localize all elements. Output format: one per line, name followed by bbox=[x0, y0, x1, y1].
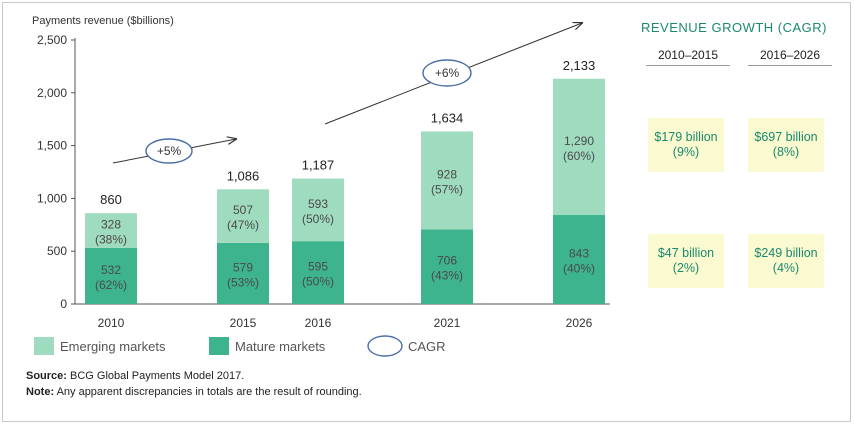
bar-emerging-2026 bbox=[553, 78, 605, 215]
legend-swatch-emerging bbox=[34, 337, 54, 355]
data-label-mature-share: (50%) bbox=[302, 275, 334, 289]
data-label-mature-share: (43%) bbox=[431, 269, 463, 283]
figure-frame bbox=[2, 2, 851, 422]
legend-swatch-mature bbox=[209, 337, 229, 355]
legend-swatch-cagr bbox=[367, 335, 403, 357]
data-label-mature-value: 595 bbox=[308, 260, 328, 274]
bar-total-label: 2,133 bbox=[563, 58, 596, 73]
bar-emerging-2016 bbox=[292, 178, 344, 242]
column-header-2016-2026: 2016–2026 bbox=[748, 48, 832, 66]
data-label-mature-value: 706 bbox=[437, 254, 457, 268]
y-axis-label: Payments revenue ($billions) bbox=[32, 15, 174, 27]
bar-total-label: 1,634 bbox=[431, 110, 464, 125]
growth-box-mature-2016-2026: $249 billion (4%) bbox=[748, 234, 824, 288]
data-label-emerging-value: 328 bbox=[101, 218, 121, 232]
data-label-emerging-value: 928 bbox=[437, 167, 457, 181]
source-line: Source: BCG Global Payments Model 2017. bbox=[26, 370, 245, 382]
y-tick-label: 1,000 bbox=[37, 191, 67, 205]
cagr-arrows: +5% +6% bbox=[112, 23, 582, 164]
x-tick-label: 2010 bbox=[98, 316, 125, 330]
growth-value: $179 billion bbox=[654, 130, 718, 144]
growth-box-emerging-2016-2026: $697 billion (8%) bbox=[748, 118, 824, 172]
data-label-mature-value: 579 bbox=[233, 260, 253, 274]
y-tick-label: 1,500 bbox=[37, 139, 67, 153]
growth-box-emerging-2010-2015: $179 billion (9%) bbox=[648, 118, 724, 172]
y-tick-label: 2,500 bbox=[37, 33, 67, 47]
legend-label-mature: Mature markets bbox=[235, 339, 326, 354]
bar-total-label: 860 bbox=[100, 192, 122, 207]
data-label-emerging-share: (60%) bbox=[563, 149, 595, 163]
legend-label-cagr: CAGR bbox=[408, 339, 446, 354]
growth-pct: (8%) bbox=[772, 145, 800, 159]
growth-box-mature-2010-2015: $47 billion (2%) bbox=[648, 234, 724, 288]
data-label-emerging-value: 507 bbox=[233, 203, 253, 217]
bar-mature-2021 bbox=[421, 229, 473, 304]
y-tick-label: 0 bbox=[60, 297, 67, 311]
y-tick-label: 500 bbox=[47, 244, 67, 258]
bar-mature-2016 bbox=[292, 241, 344, 304]
bar-emerging-2010 bbox=[85, 213, 137, 248]
data-label-emerging-share: (47%) bbox=[227, 218, 259, 232]
cagr-ellipse bbox=[422, 59, 472, 87]
cagr-label-2010-2015: +5% bbox=[157, 144, 182, 158]
data-label-emerging-share: (57%) bbox=[431, 182, 463, 196]
bar-mature-2010 bbox=[85, 247, 137, 304]
data-label-emerging-share: (38%) bbox=[95, 233, 127, 247]
growth-pct: (2%) bbox=[672, 261, 700, 275]
bar-mature-2015 bbox=[217, 242, 269, 304]
growth-pct: (9%) bbox=[672, 145, 700, 159]
growth-pct: (4%) bbox=[772, 261, 800, 275]
x-tick-label: 2016 bbox=[305, 316, 332, 330]
cagr-label-2016-2026: +6% bbox=[435, 66, 460, 80]
footer: Source: BCG Global Payments Model 2017. … bbox=[26, 368, 362, 400]
y-tick-label: 2,000 bbox=[37, 86, 67, 100]
panel-title: REVENUE GROWTH (CAGR) bbox=[641, 20, 827, 35]
growth-value: $249 billion bbox=[754, 246, 818, 260]
bar-emerging-2015 bbox=[217, 189, 269, 243]
cagr-ellipse bbox=[145, 138, 193, 164]
data-label-mature-share: (40%) bbox=[563, 261, 595, 275]
stacked-bar-chart: Payments revenue ($billions) 0 500 1,000 1,… bbox=[32, 15, 610, 357]
column-header-2010-2015: 2010–2015 bbox=[646, 48, 730, 66]
data-label-mature-share: (62%) bbox=[95, 278, 127, 292]
data-label-emerging-value: 593 bbox=[308, 197, 328, 211]
x-tick-label: 2021 bbox=[434, 316, 461, 330]
note-line: Note: Any apparent discrepancies in tota… bbox=[26, 386, 362, 398]
bar-total-label: 1,187 bbox=[302, 158, 335, 173]
legend: Emerging markets Mature markets CAGR bbox=[34, 335, 446, 357]
growth-value: $697 billion bbox=[754, 130, 818, 144]
bar-mature-2026 bbox=[553, 214, 605, 304]
legend-label-emerging: Emerging markets bbox=[60, 339, 166, 354]
data-label-emerging-value: 1,290 bbox=[564, 134, 594, 148]
data-label-mature-share: (53%) bbox=[227, 275, 259, 289]
growth-value: $47 billion bbox=[657, 246, 715, 260]
x-tick-label: 2026 bbox=[566, 316, 593, 330]
data-label-mature-value: 532 bbox=[101, 263, 121, 277]
data-label-emerging-share: (50%) bbox=[302, 212, 334, 226]
bar-emerging-2021 bbox=[421, 131, 473, 230]
x-tick-label: 2015 bbox=[230, 316, 257, 330]
data-label-mature-value: 843 bbox=[569, 246, 589, 260]
bars: 532(62%) 328(38%) 860 2010 579(53%) 507(47%) 1… bbox=[85, 58, 605, 330]
bar-total-label: 1,086 bbox=[227, 168, 260, 183]
y-axis: 0 500 1,000 1,500 2,000 2,500 bbox=[37, 33, 610, 311]
